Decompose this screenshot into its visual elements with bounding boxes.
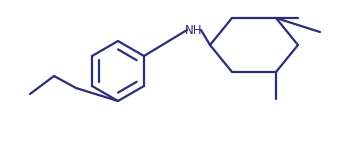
Text: NH: NH [185, 23, 203, 36]
